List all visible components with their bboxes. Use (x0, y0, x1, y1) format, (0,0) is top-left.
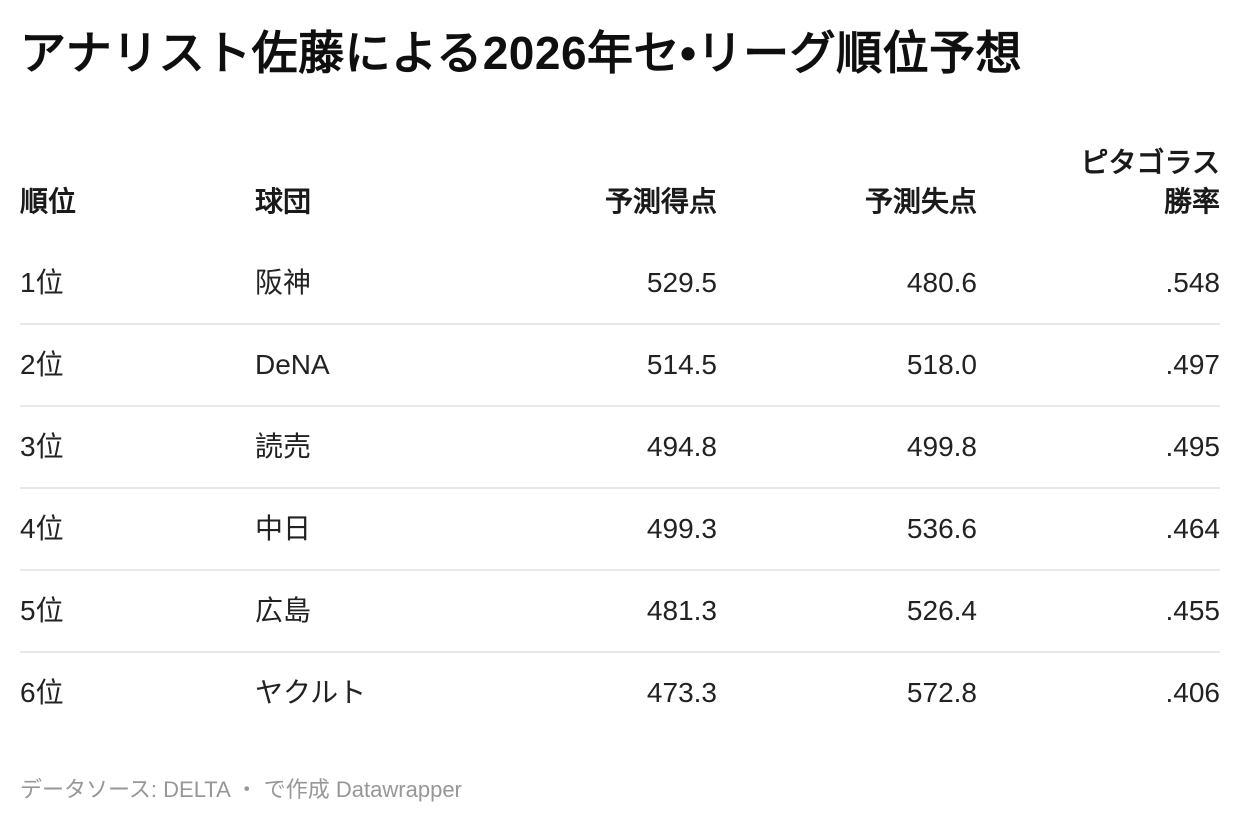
cell-rank: 1位 (20, 267, 64, 299)
table-body: 1位 阪神 529.5 480.6 .548 2位 DeNA 514.5 518… (20, 243, 1220, 733)
cell-runs-scored: 481.3 (646, 595, 717, 627)
cell-runs-allowed: 572.8 (906, 677, 977, 709)
cell-team: 広島 (255, 595, 312, 627)
table-row: 6位 ヤクルト 473.3 572.8 .406 (20, 652, 1220, 733)
col-header-pythag: ピタゴラス 勝率 (1080, 147, 1220, 218)
cell-runs-allowed: 536.6 (906, 513, 977, 545)
cell-team: ヤクルト (255, 677, 367, 709)
cell-pythag: .497 (1165, 349, 1221, 381)
standings-table: 順位 球団 予測得点 予測失点 ピタゴラス 勝率 1位 阪神 529.5 480… (20, 143, 1220, 733)
cell-runs-scored: 499.3 (646, 513, 717, 545)
cell-pythag: .406 (1165, 677, 1221, 709)
col-header-team: 球団 (255, 186, 312, 218)
footer-source-link[interactable]: DELTA (163, 777, 230, 803)
cell-runs-allowed: 526.4 (906, 595, 977, 627)
table-row: 3位 読売 494.8 499.8 .495 (20, 406, 1221, 489)
col-header-rank: 順位 (20, 186, 77, 218)
footer-brand-link[interactable]: Datawrapper (335, 777, 462, 803)
cell-runs-scored: 494.8 (646, 431, 717, 463)
chart-title: アナリスト佐藤による2026年セ•リーグ順位予想 (20, 27, 1023, 79)
table-row: 2位 DeNA 514.5 518.0 .497 (20, 324, 1221, 407)
header-row: 順位 球団 予測得点 予測失点 ピタゴラス 勝率 (20, 143, 1220, 243)
cell-runs-scored: 473.3 (646, 677, 717, 709)
table-row: 1位 阪神 529.5 480.6 .548 (20, 243, 1221, 325)
col-header-runs-allowed: 予測失点 (864, 186, 977, 218)
cell-pythag: .464 (1165, 513, 1221, 545)
cell-runs-scored: 514.5 (646, 349, 717, 381)
table-row: 5位 広島 481.3 526.4 .455 (20, 570, 1221, 653)
cell-rank: 6位 (20, 677, 64, 709)
cell-runs-allowed: 480.6 (906, 267, 977, 299)
cell-pythag: .548 (1165, 267, 1221, 299)
cell-rank: 4位 (20, 513, 64, 545)
footer: データソース: DELTA ・ で作成 Datawrapper (20, 777, 1220, 803)
cell-pythag: .495 (1165, 431, 1221, 463)
cell-team: DeNA (255, 349, 330, 381)
col-header-runs-scored: 予測得点 (604, 186, 717, 218)
cell-runs-scored: 529.5 (646, 267, 717, 299)
cell-pythag: .455 (1165, 595, 1221, 627)
cell-team: 阪神 (255, 267, 312, 299)
cell-runs-allowed: 499.8 (906, 431, 977, 463)
chart-container: アナリスト佐藤による2026年セ•リーグ順位予想 順位 球団 予測得点 予測失点… (0, 26, 1240, 826)
cell-rank: 2位 (20, 349, 64, 381)
footer-created-with-text: ・ で作成 (229, 777, 336, 803)
cell-team: 中日 (255, 513, 312, 545)
footer-source-label: データソース: (20, 777, 164, 803)
cell-rank: 5位 (20, 595, 64, 627)
cell-runs-allowed: 518.0 (906, 349, 977, 381)
cell-team: 読売 (255, 431, 312, 463)
cell-rank: 3位 (20, 431, 64, 463)
table-row: 4位 中日 499.3 536.6 .464 (20, 488, 1221, 571)
